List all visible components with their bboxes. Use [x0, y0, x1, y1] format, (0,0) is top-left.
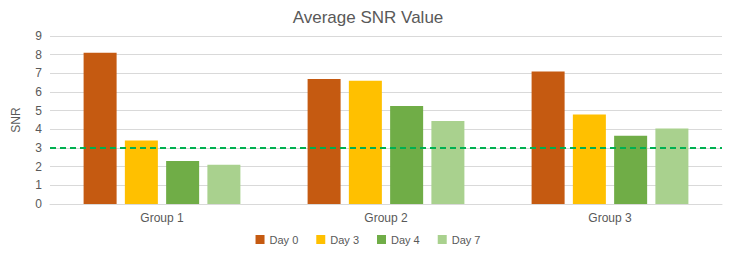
svg-text:Average SNR Value: Average SNR Value — [293, 8, 444, 27]
svg-text:8: 8 — [35, 48, 42, 62]
svg-text:Group 3: Group 3 — [588, 211, 632, 225]
svg-text:Day 7: Day 7 — [452, 234, 481, 246]
svg-text:6: 6 — [35, 85, 42, 99]
svg-text:9: 9 — [35, 29, 42, 43]
svg-text:Group 1: Group 1 — [140, 211, 184, 225]
svg-text:Day 3: Day 3 — [330, 234, 359, 246]
svg-text:3: 3 — [35, 141, 42, 155]
svg-text:5: 5 — [35, 104, 42, 118]
svg-text:7: 7 — [35, 66, 42, 80]
svg-text:4: 4 — [35, 122, 42, 136]
svg-text:SNR: SNR — [9, 107, 23, 133]
svg-text:Day 0: Day 0 — [270, 234, 299, 246]
svg-text:1: 1 — [35, 178, 42, 192]
svg-text:Day 4: Day 4 — [391, 234, 420, 246]
svg-text:Group 2: Group 2 — [364, 211, 408, 225]
svg-text:2: 2 — [35, 160, 42, 174]
svg-text:0: 0 — [35, 197, 42, 211]
